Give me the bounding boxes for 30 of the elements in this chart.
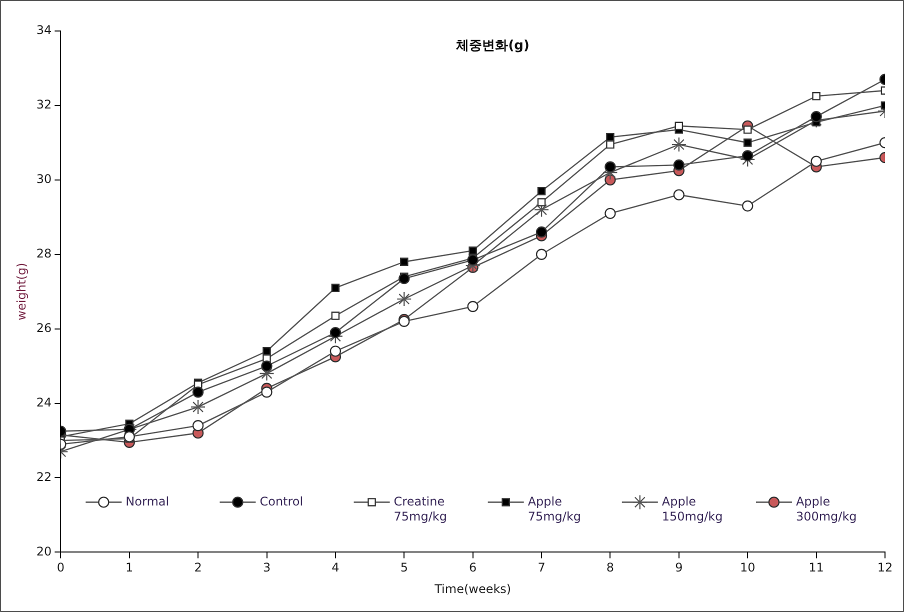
legend-label: Creatine 75mg/kg xyxy=(394,494,447,524)
y-tick-label: 22 xyxy=(36,470,52,484)
y-tick-label: 26 xyxy=(36,320,52,335)
y-tick-label: 32 xyxy=(36,98,52,112)
x-tick-label: 6 xyxy=(469,560,477,575)
y-axis-title: weight(g) xyxy=(14,262,28,320)
legend-label: Apple 75mg/kg xyxy=(528,494,582,524)
text: 체중변화(g) xyxy=(455,38,530,54)
x-tick-label: 0 xyxy=(56,560,64,575)
x-tick-label: 2 xyxy=(194,560,202,575)
y-tick-label: 24 xyxy=(36,395,52,410)
x-tick-label: 12 xyxy=(877,560,893,575)
legend-label: Apple 150mg/kg xyxy=(662,494,723,524)
legend-label: Apple 300mg/kg xyxy=(796,494,857,524)
y-tick-label: 20 xyxy=(36,544,52,558)
legend-label: Control xyxy=(260,494,304,508)
legend-label: Normal xyxy=(126,494,170,508)
y-tick-label: 28 xyxy=(36,246,52,260)
x-tick-label: 4 xyxy=(332,560,340,575)
x-tick-label: 10 xyxy=(740,560,756,575)
x-tick-label: 5 xyxy=(400,560,408,575)
x-axis-title: Time(weeks) xyxy=(434,582,512,596)
x-tick-label: 9 xyxy=(675,560,683,575)
x-tick-label: 1 xyxy=(126,560,134,575)
y-tick-label: 34 xyxy=(36,23,52,38)
x-tick-label: 11 xyxy=(808,560,824,575)
x-tick-label: 8 xyxy=(606,560,614,575)
x-tick-label: 3 xyxy=(262,560,271,575)
x-tick-label: 7 xyxy=(538,560,546,575)
y-tick-label: 30 xyxy=(36,172,52,186)
